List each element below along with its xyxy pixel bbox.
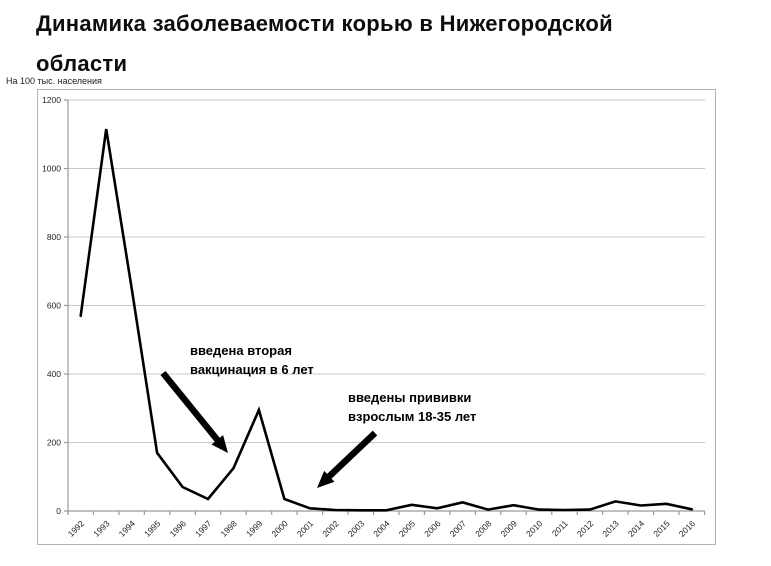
x-tick-label: 2012 <box>575 518 596 539</box>
x-tick-label: 2010 <box>524 518 545 539</box>
x-tick-label: 2004 <box>371 518 392 539</box>
x-tick-label: 2013 <box>600 518 621 539</box>
x-tick-label: 2005 <box>397 518 418 539</box>
chart-area: 0 200 400 600 800 1000 1200 1992 1993 1994 1995 199… <box>37 89 716 545</box>
page-title-line-1: Динамика заболеваемости корью в Нижегоро… <box>36 11 613 36</box>
annotation-arrow-shaft <box>324 430 378 481</box>
x-tick-label: 1997 <box>193 518 214 539</box>
x-tick-label: 2006 <box>422 518 443 539</box>
x-tick-label: 2000 <box>269 518 290 539</box>
x-tick-label: 1993 <box>91 518 112 539</box>
annotation-text-line: взрослым 18-35 лет <box>348 409 477 424</box>
page-title: Динамика заболеваемости корью в Нижегоро… <box>36 4 613 84</box>
page-title-line-2: области <box>36 51 128 76</box>
y-tick-label: 0 <box>56 506 61 516</box>
x-tick-label: 2014 <box>626 518 647 539</box>
annotation-arrow-shaft <box>160 370 222 445</box>
x-tick-label: 2003 <box>346 518 367 539</box>
y-tick-label: 1200 <box>42 95 61 105</box>
x-tick-label: 1999 <box>244 518 265 539</box>
y-tick-label: 400 <box>47 369 61 379</box>
x-tick-label: 1994 <box>117 518 138 539</box>
x-tick-label: 2007 <box>448 518 469 539</box>
y-axis-unit-label: На 100 тыс. населения <box>6 76 102 86</box>
y-tick-label: 600 <box>47 301 61 311</box>
annotation-text-line: введены прививки <box>348 390 472 405</box>
x-tick-label: 1995 <box>142 518 163 539</box>
annotation-arrow-head <box>211 435 228 453</box>
x-tick-label: 1996 <box>168 518 189 539</box>
x-tick-label: 2015 <box>651 518 672 539</box>
x-tick-label: 1992 <box>66 518 87 539</box>
x-tick-label: 2002 <box>320 518 341 539</box>
y-tick-label: 800 <box>47 232 61 242</box>
x-tick-label: 2009 <box>499 518 520 539</box>
annotation-text-line: введена вторая <box>190 343 292 358</box>
annotation-text-line: вакцинация в 6 лет <box>190 362 314 377</box>
y-tick-label: 200 <box>47 438 61 448</box>
x-tick-label: 2008 <box>473 518 494 539</box>
annotation-second-vaccination: введена вторая вакцинация в 6 лет <box>190 341 314 379</box>
series-line <box>79 128 694 512</box>
x-tick-label: 2001 <box>295 518 316 539</box>
x-tick-label: 1998 <box>218 518 239 539</box>
annotation-adult-vaccination: введены прививки взрослым 18-35 лет <box>348 388 476 426</box>
x-tick-label: 2011 <box>550 518 570 538</box>
x-tick-label: 2016 <box>677 518 698 539</box>
y-tick-label: 1000 <box>42 164 61 174</box>
annotation-arrow-head <box>317 470 335 488</box>
